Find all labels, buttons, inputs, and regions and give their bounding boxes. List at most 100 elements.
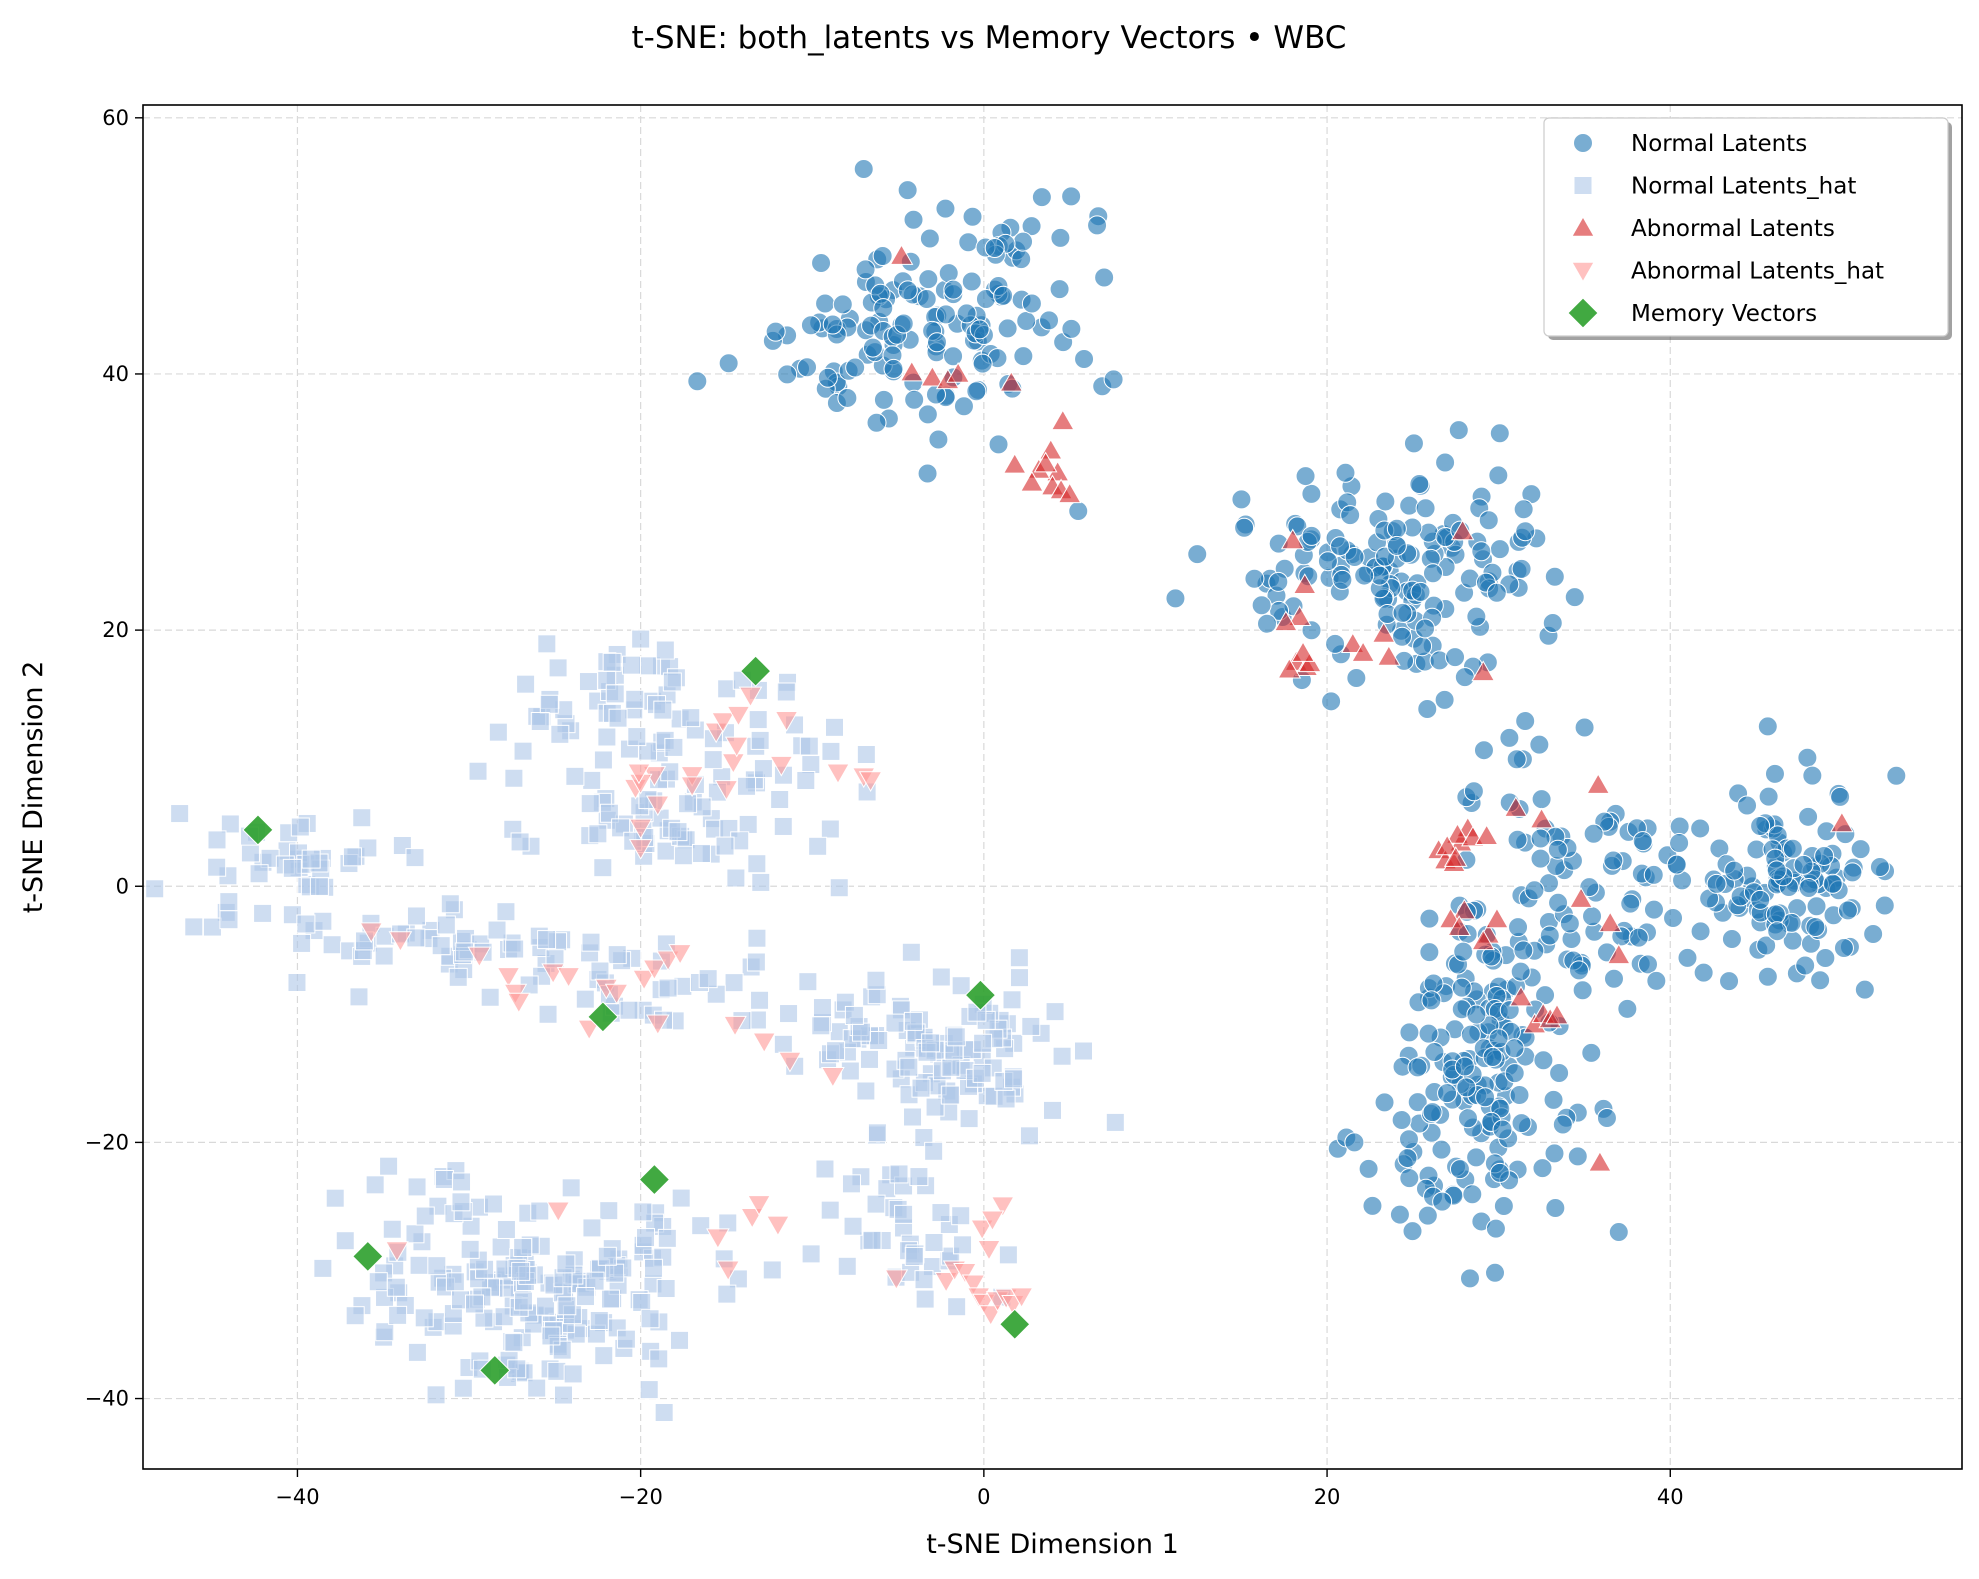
data-point (1403, 433, 1424, 454)
data-point (1087, 215, 1108, 236)
data-point (1389, 1204, 1410, 1225)
data-point (845, 357, 866, 378)
data-point (774, 711, 799, 732)
data-point (1574, 717, 1595, 738)
data-point (479, 1354, 511, 1387)
data-point (352, 808, 372, 828)
data-point (582, 1218, 602, 1238)
data-point (921, 1033, 941, 1053)
data-point (953, 1235, 973, 1255)
data-point (776, 682, 796, 702)
data-point (1448, 420, 1469, 441)
data-point (1567, 1146, 1588, 1167)
data-point (1434, 689, 1455, 710)
data-point (931, 967, 951, 987)
data-point (1548, 892, 1569, 913)
data-point (1074, 348, 1095, 369)
data-point (1533, 1050, 1554, 1071)
data-point (557, 1296, 577, 1316)
data-point (996, 1089, 1016, 1109)
grid-lines (143, 105, 1962, 1469)
data-point (1009, 948, 1029, 968)
data-point (1165, 588, 1186, 609)
data-point (593, 750, 613, 770)
data-point (1863, 923, 1884, 944)
data-point (990, 1196, 1015, 1218)
data-point (1031, 187, 1052, 208)
data-point (800, 315, 821, 336)
data-point (1510, 961, 1531, 982)
data-point (431, 936, 451, 956)
data-point (1886, 765, 1907, 786)
data-point (342, 847, 362, 867)
data-point (1489, 539, 1510, 560)
data-point (988, 434, 1009, 455)
data-point (718, 353, 739, 374)
data-point (1837, 900, 1858, 921)
x-tick-label: 0 (977, 1485, 990, 1509)
data-point (1321, 691, 1342, 712)
data-point (548, 658, 568, 678)
data-point (1530, 848, 1551, 869)
data-point (1417, 698, 1438, 719)
data-point (1435, 452, 1456, 473)
data-point (563, 1364, 583, 1384)
data-point (691, 843, 711, 863)
data-point (638, 656, 658, 676)
data-point (1854, 979, 1875, 1000)
data-point (287, 972, 307, 992)
data-point (1257, 613, 1278, 634)
data-point (796, 771, 816, 791)
data-point (1504, 1038, 1525, 1059)
data-point (601, 1289, 621, 1309)
data-point (628, 839, 653, 860)
data-point (207, 830, 227, 850)
data-point (1002, 990, 1022, 1010)
data-point (897, 280, 918, 301)
data-point (1488, 1028, 1509, 1049)
data-point (811, 253, 832, 274)
data-point (184, 917, 204, 937)
data-point (1596, 1108, 1617, 1129)
data-point (883, 358, 904, 379)
data-point (1050, 409, 1075, 431)
data-point (627, 727, 647, 747)
data-point (405, 848, 425, 868)
data-point (1603, 850, 1624, 871)
data-point (607, 945, 627, 965)
data-point (737, 776, 757, 796)
data-point (1721, 929, 1742, 950)
data-point (1386, 535, 1407, 556)
data-point (541, 1326, 561, 1346)
data-point (599, 1201, 619, 1221)
data-point (851, 1022, 871, 1042)
data-point (1706, 873, 1727, 894)
data-point (656, 1279, 676, 1299)
data-point (956, 303, 977, 324)
data-point (621, 655, 641, 675)
data-point (1329, 536, 1350, 557)
data-point (762, 1260, 782, 1280)
data-point (681, 708, 701, 728)
data-point (1598, 911, 1623, 933)
data-point (452, 1172, 472, 1192)
data-point (253, 903, 273, 923)
data-point (826, 763, 850, 785)
data-point (1013, 231, 1034, 252)
data-point (943, 279, 964, 300)
data-point (1454, 667, 1475, 688)
data-points (145, 159, 1907, 1423)
data-point (386, 1277, 406, 1297)
data-point (219, 910, 239, 930)
data-point (657, 1228, 677, 1248)
data-point (1033, 451, 1058, 473)
data-point (1606, 943, 1631, 965)
data-point (1486, 582, 1507, 603)
legend-marker (1567, 297, 1599, 329)
data-point (917, 404, 938, 425)
data-point (1810, 970, 1831, 991)
data-point (219, 892, 239, 912)
data-point (1412, 636, 1433, 657)
data-point (797, 357, 818, 378)
data-point (998, 1245, 1018, 1265)
